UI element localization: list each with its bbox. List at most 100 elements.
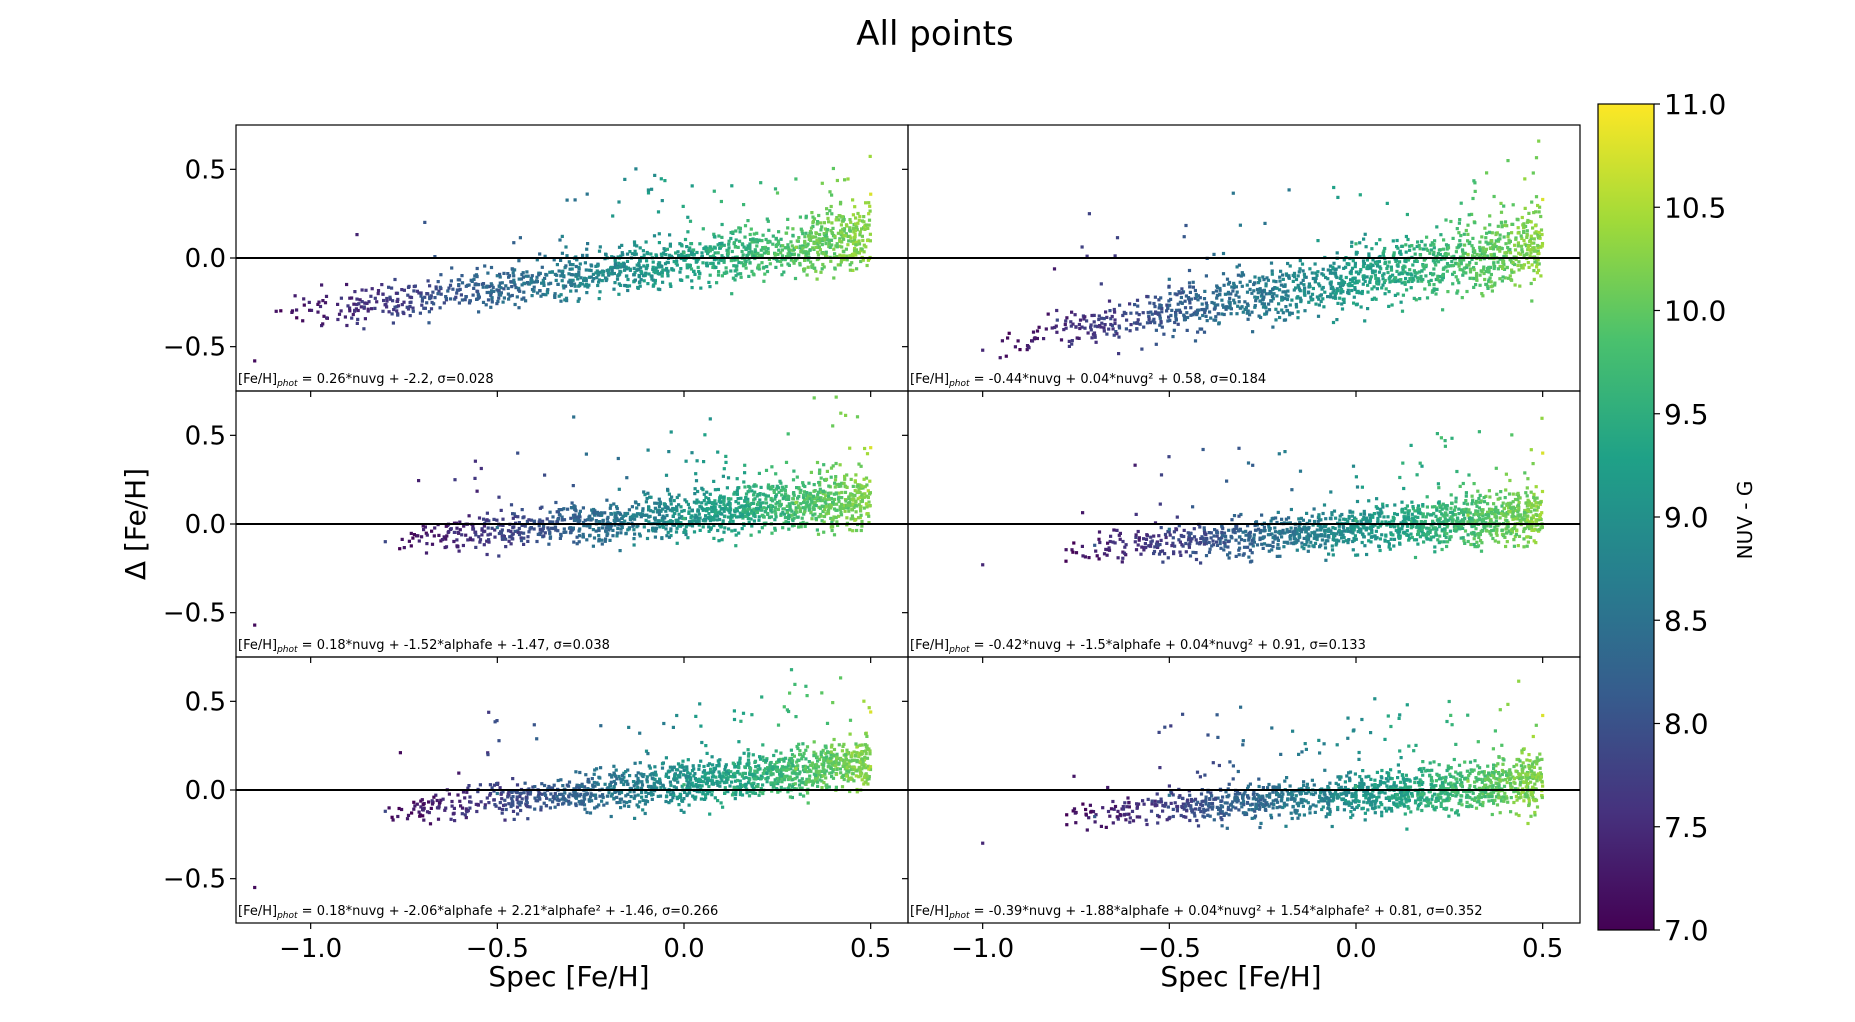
scatter-point bbox=[395, 309, 399, 313]
scatter-point bbox=[615, 505, 619, 509]
scatter-point bbox=[789, 252, 793, 256]
scatter-point bbox=[1513, 534, 1517, 539]
scatter-point bbox=[1525, 220, 1529, 224]
scatter-point bbox=[685, 500, 689, 504]
scatter-point bbox=[829, 491, 833, 495]
scatter-point bbox=[811, 219, 815, 223]
scatter-point bbox=[1406, 280, 1411, 284]
scatter-point bbox=[559, 258, 563, 262]
scatter-point bbox=[1169, 297, 1173, 301]
scatter-point bbox=[1307, 534, 1311, 538]
scatter-point bbox=[743, 262, 747, 266]
scatter-point bbox=[1135, 321, 1139, 325]
scatter-point bbox=[542, 534, 546, 538]
scatter-point bbox=[1504, 514, 1508, 518]
scatter-point bbox=[1033, 336, 1037, 340]
scatter-point bbox=[515, 295, 519, 299]
scatter-point bbox=[513, 514, 517, 518]
scatter-point bbox=[803, 506, 807, 510]
scatter-point bbox=[346, 304, 350, 308]
scatter-point bbox=[537, 524, 541, 528]
scatter-point bbox=[478, 540, 482, 544]
scatter-point bbox=[504, 545, 508, 549]
scatter-point bbox=[455, 526, 459, 530]
scatter-point bbox=[1440, 507, 1444, 511]
scatter-point bbox=[592, 536, 597, 540]
scatter-point bbox=[1397, 527, 1401, 531]
scatter-point bbox=[815, 460, 820, 465]
scatter-point bbox=[1217, 537, 1221, 541]
scatter-point bbox=[833, 481, 837, 485]
y-tick-label: −0.5 bbox=[163, 333, 226, 363]
scatter-point bbox=[1475, 504, 1479, 508]
scatter-point bbox=[799, 525, 803, 529]
scatter-point bbox=[786, 217, 790, 221]
scatter-point bbox=[626, 277, 630, 282]
scatter-point bbox=[766, 483, 771, 487]
scatter-point bbox=[501, 517, 505, 521]
scatter-point bbox=[1222, 540, 1226, 544]
scatter-point bbox=[1253, 305, 1257, 309]
scatter-point bbox=[1488, 530, 1492, 534]
scatter-point bbox=[467, 301, 472, 305]
scatter-point bbox=[582, 276, 586, 280]
scatter-point bbox=[1508, 478, 1512, 483]
scatter-point bbox=[613, 281, 617, 285]
scatter-point bbox=[732, 264, 736, 268]
scatter-point bbox=[767, 515, 771, 520]
scatter-point bbox=[1302, 547, 1306, 551]
scatter-point bbox=[633, 517, 637, 521]
scatter-point bbox=[1286, 261, 1290, 266]
scatter-point bbox=[1153, 545, 1157, 549]
scatter-point bbox=[688, 246, 692, 250]
scatter-point bbox=[1237, 300, 1241, 304]
scatter-point bbox=[645, 263, 650, 267]
scatter-point bbox=[1178, 310, 1182, 314]
scatter-point bbox=[499, 293, 503, 297]
scatter-point bbox=[762, 515, 766, 519]
scatter-point bbox=[682, 517, 686, 521]
scatter-point bbox=[1291, 279, 1295, 283]
scatter-point bbox=[517, 259, 521, 263]
scatter-point bbox=[653, 516, 657, 520]
scatter-point bbox=[665, 534, 669, 538]
scatter-point bbox=[798, 261, 802, 266]
scatter-point bbox=[1492, 252, 1496, 256]
scatter-point bbox=[1506, 232, 1510, 236]
scatter-point bbox=[1490, 231, 1494, 235]
scatter-point bbox=[619, 270, 623, 274]
scatter-point bbox=[1405, 271, 1409, 276]
scatter-point bbox=[753, 248, 757, 252]
scatter-point bbox=[1335, 251, 1339, 255]
scatter-point bbox=[802, 490, 806, 494]
scatter-point bbox=[417, 479, 421, 483]
scatter-point bbox=[1499, 201, 1503, 205]
scatter-point bbox=[693, 272, 697, 276]
scatter-point bbox=[856, 497, 860, 501]
scatter-point bbox=[632, 543, 636, 547]
scatter-point bbox=[819, 496, 823, 500]
scatter-point bbox=[591, 544, 595, 548]
scatter-point bbox=[834, 492, 838, 496]
scatter-point bbox=[1188, 285, 1192, 289]
scatter-point bbox=[838, 237, 842, 241]
scatter-point bbox=[853, 489, 857, 493]
scatter-point bbox=[770, 507, 774, 511]
scatter-point bbox=[535, 279, 539, 283]
scatter-point bbox=[1248, 279, 1252, 283]
scatter-point bbox=[832, 247, 836, 251]
scatter-point bbox=[833, 497, 837, 501]
scatter-point bbox=[734, 533, 738, 537]
scatter-point bbox=[375, 300, 379, 304]
scatter-point bbox=[821, 489, 825, 494]
scatter-point bbox=[570, 267, 574, 271]
scatter-point bbox=[1129, 323, 1133, 327]
scatter-point bbox=[780, 273, 784, 277]
scatter-point bbox=[497, 296, 501, 300]
scatter-point bbox=[1516, 517, 1520, 521]
scatter-point bbox=[497, 554, 501, 558]
scatter-point bbox=[1218, 286, 1222, 291]
scatter-point bbox=[760, 261, 764, 265]
scatter-point bbox=[1467, 241, 1471, 246]
scatter-point bbox=[868, 479, 872, 483]
